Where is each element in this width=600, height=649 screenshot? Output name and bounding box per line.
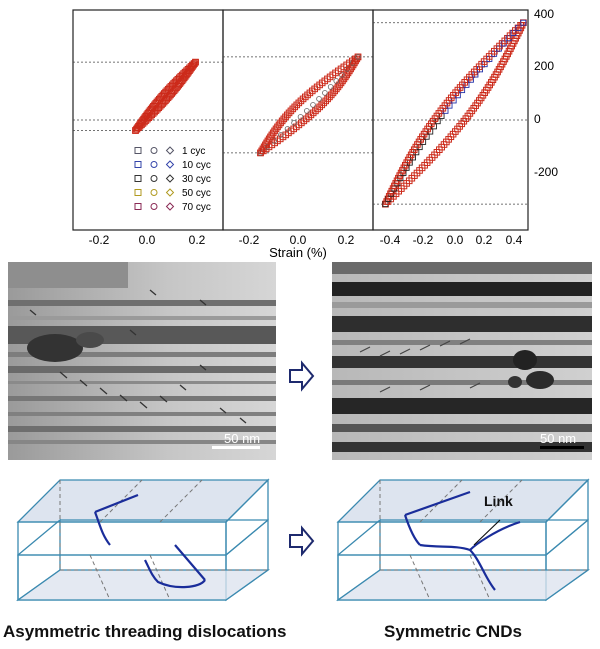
- legend-label-1cyc: 1 cyc: [182, 146, 205, 157]
- p3-xtick-2: 0.0: [447, 233, 464, 247]
- data-point: [287, 107, 295, 115]
- data-point: [289, 105, 297, 113]
- tem-image-left: 50 nm: [8, 262, 276, 460]
- x-axis-label: Strain (%): [269, 245, 327, 260]
- legend-entry-30cyc: 30 cyc: [134, 174, 211, 185]
- data-point: [284, 126, 291, 132]
- panel-3: [372, 9, 529, 231]
- ytick-400: 400: [534, 7, 554, 21]
- data-point: [291, 120, 297, 126]
- tem-right-scale-label: 50 nm: [540, 431, 576, 446]
- tem-right-scalebar: [540, 446, 584, 449]
- data-point: [316, 96, 322, 102]
- data-point: [285, 109, 293, 117]
- data-point: [326, 93, 333, 101]
- data-point: [344, 66, 351, 72]
- data-point: [339, 72, 345, 78]
- p3-xtick-1: -0.2: [413, 233, 434, 247]
- ytick-200: 200: [534, 59, 554, 73]
- data-point: [304, 108, 310, 114]
- panel-1-marks: [73, 58, 223, 134]
- panel-2: [222, 9, 374, 231]
- tem-left-scalebar: [212, 446, 260, 449]
- tem-image-right: 50 nm: [332, 262, 592, 460]
- legend-label-50cyc: 50 cyc: [182, 188, 211, 199]
- legend-entry-70cyc: 70 cyc: [134, 202, 211, 213]
- data-point: [309, 109, 317, 117]
- p1-xtick-0: -0.2: [89, 233, 110, 247]
- data-point: [291, 103, 299, 111]
- p3-xtick-3: 0.2: [476, 233, 493, 247]
- data-point: [320, 99, 328, 107]
- data-point: [295, 99, 303, 107]
- link-label: Link: [484, 493, 513, 509]
- diagram-right: Link: [335, 478, 591, 602]
- data-point: [293, 101, 301, 109]
- data-point: [520, 19, 527, 26]
- data-point: [283, 111, 291, 119]
- data-point: [280, 115, 288, 123]
- ytick-minus-200: -200: [534, 165, 558, 179]
- data-point: [307, 111, 315, 119]
- transition-arrow-tem: [289, 360, 315, 392]
- data-point: [324, 95, 331, 103]
- legend: 1 cyc 10 cyc 30 cyc 50 cyc: [134, 146, 211, 213]
- p2-xtick-0: -0.2: [239, 233, 260, 247]
- plots: -0.2 0.0 0.2 -0.2 0.0 0.2 -0.4 -0.2 0.0 …: [72, 7, 558, 260]
- caption-right: Symmetric CNDs: [384, 622, 522, 641]
- p3-xtick-4: 0.4: [506, 233, 523, 247]
- data-point: [278, 132, 284, 138]
- p1-xtick-2: 0.2: [189, 233, 206, 247]
- data-point: [327, 84, 334, 90]
- data-point: [191, 60, 198, 67]
- data-point: [297, 114, 304, 120]
- legend-label-10cyc: 10 cyc: [182, 160, 211, 171]
- panel-1: [72, 9, 224, 231]
- data-point: [302, 93, 309, 101]
- data-point: [318, 101, 326, 109]
- panel-3-marks: [373, 19, 528, 208]
- diagram-left: [15, 478, 271, 602]
- data-point: [333, 78, 340, 84]
- legend-label-30cyc: 30 cyc: [182, 174, 211, 185]
- panel-2-marks: [223, 53, 373, 157]
- caption-left: Asymmetric threading dislocations: [3, 622, 287, 641]
- tem-left-scale-label: 50 nm: [224, 431, 260, 446]
- data-point: [264, 144, 271, 150]
- p2-xtick-1: 0.0: [290, 233, 307, 247]
- data-point: [322, 90, 328, 96]
- data-point: [329, 89, 337, 97]
- ytick-0: 0: [534, 112, 541, 126]
- legend-entry-50cyc: 50 cyc: [134, 188, 211, 199]
- p1-xtick-1: 0.0: [139, 233, 156, 247]
- legend-label-70cyc: 70 cyc: [182, 202, 211, 213]
- data-point: [327, 91, 335, 99]
- data-point: [192, 58, 199, 66]
- data-point: [297, 97, 305, 105]
- legend-entry-10cyc: 10 cyc: [134, 160, 211, 171]
- p3-xtick-0: -0.4: [380, 233, 401, 247]
- p2-xtick-2: 0.2: [338, 233, 355, 247]
- data-point: [316, 103, 323, 111]
- data-point: [312, 107, 319, 115]
- panel-2-frame: [222, 9, 374, 231]
- legend-entry-1cyc: 1 cyc: [134, 146, 205, 157]
- data-point: [355, 54, 361, 60]
- data-point: [299, 95, 307, 103]
- data-point: [322, 97, 330, 105]
- data-point: [310, 102, 316, 108]
- data-point: [278, 117, 286, 125]
- transition-arrow-diagram: [289, 525, 315, 557]
- data-point: [282, 113, 289, 121]
- data-point: [314, 105, 321, 113]
